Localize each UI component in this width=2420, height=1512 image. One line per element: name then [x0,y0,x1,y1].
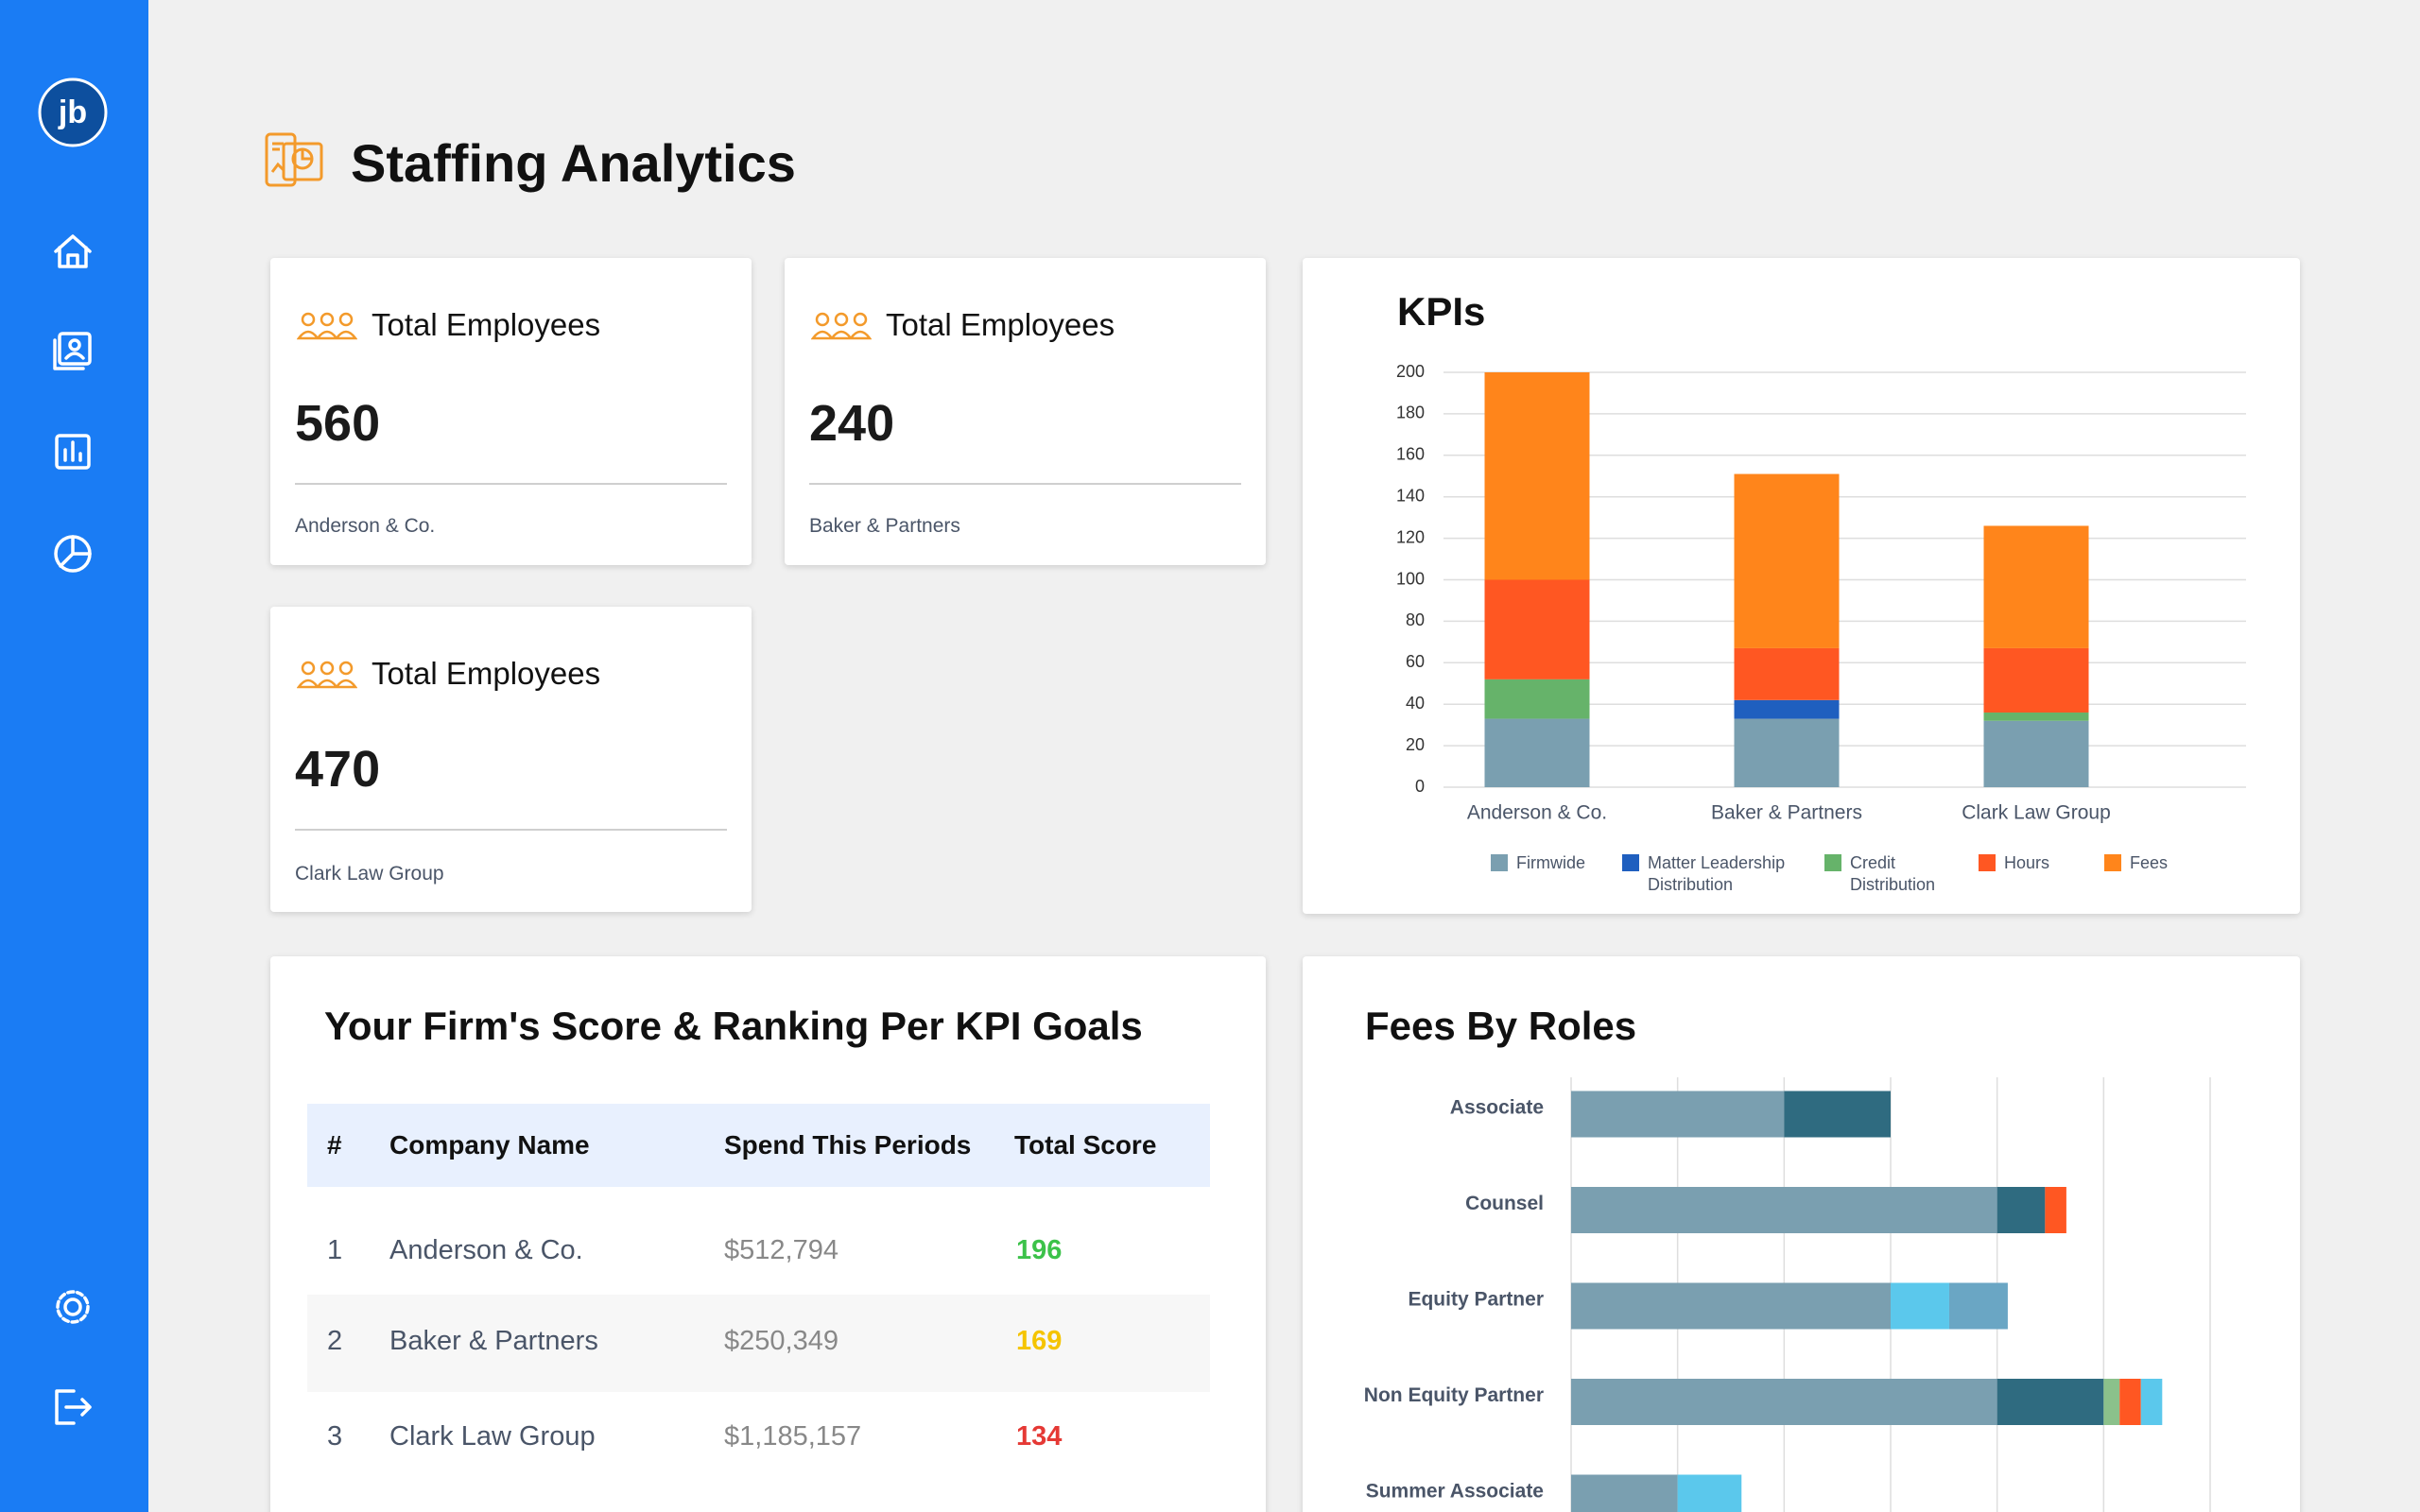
row-stripe [307,1295,1210,1392]
logo-text: jb [58,94,87,130]
row-index: 2 [327,1326,343,1356]
score: 169 [1016,1326,1063,1356]
legend-label: Firmwide [1516,853,1586,872]
logout-icon[interactable] [55,1389,92,1425]
stat-card: Total Employees 240 Baker & Partners [785,258,1266,565]
card-company: Baker & Partners [809,515,960,537]
stat-card: Total Employees 470 Clark Law Group [270,607,752,912]
divider [809,483,1241,485]
legend-swatch [1824,854,1841,871]
card-value: 560 [295,395,381,452]
settings-icon[interactable] [56,1290,90,1324]
table-card: Your Firm's Score & Ranking Per KPI Goal… [270,956,1266,1512]
spend: $512,794 [724,1235,838,1265]
card-company: Clark Law Group [295,863,444,885]
employees-icon [811,312,872,340]
title-icon [265,132,323,187]
company-name: Clark Law Group [389,1421,596,1452]
people-icon[interactable] [53,332,92,370]
card-value: 240 [809,395,895,452]
card-company: Anderson & Co. [295,515,436,537]
column-header: Spend This Periods [724,1130,972,1160]
legend-label: Credit Distribution [1850,853,1936,894]
card-label: Total Employees [886,307,1115,342]
spend: $250,349 [724,1326,838,1356]
pie-icon[interactable] [54,535,92,573]
page-title: Staffing Analytics [351,133,796,193]
employees-icon [297,661,357,689]
legend-label: Hours [2004,853,2050,872]
table-header [307,1104,1210,1187]
chart-title: Fees By Roles [1365,1004,1637,1048]
sidebar-icons: jb [38,77,108,1425]
home-icon[interactable] [54,234,92,268]
stat-card: Total Employees 560 Anderson & Co. [270,258,752,565]
chart-title: KPIs [1397,289,1486,334]
logo[interactable] [38,77,108,147]
column-header: Total Score [1014,1130,1157,1160]
company-name: Anderson & Co. [389,1235,583,1265]
legend-swatch [2104,854,2121,871]
legend-item: Hours [1979,852,2049,874]
legend-swatch [1622,854,1639,871]
row-index: 1 [327,1235,343,1265]
sidebar: jb [0,0,148,1512]
spend: $1,185,157 [724,1421,862,1452]
legend-item: Credit Distribution [1824,852,1954,896]
legend-item: Firmwide [1491,852,1585,874]
card-value: 470 [295,741,381,798]
score: 134 [1016,1421,1063,1452]
legend-swatch [1491,854,1508,871]
legend-item: Matter Leadership Distribution [1622,852,1791,896]
kpi-card [1303,258,2300,914]
divider [295,483,727,485]
card-label: Total Employees [372,307,601,342]
card-label: Total Employees [372,656,601,691]
legend-label: Matter Leadership Distribution [1648,853,1786,894]
divider [295,829,727,831]
employees-icon [297,312,357,340]
column-header: Company Name [389,1130,590,1160]
legend-swatch [1979,854,1996,871]
table-title: Your Firm's Score & Ranking Per KPI Goal… [324,1004,1143,1048]
report-icon[interactable] [55,434,91,470]
legend-label: Fees [2130,853,2169,872]
score: 196 [1016,1235,1063,1265]
row-index: 3 [327,1421,343,1452]
column-header: # [327,1130,342,1160]
company-name: Baker & Partners [389,1326,598,1356]
legend-item: Fees [2104,852,2168,874]
